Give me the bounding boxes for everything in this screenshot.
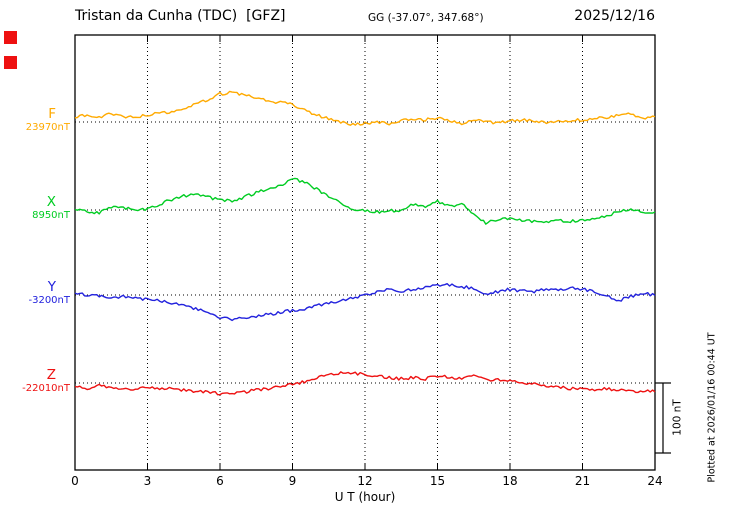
trace-X-baseline-value: 8950nT [32,210,70,221]
trace-label-X: X 8950nT [8,194,70,222]
x-tick-label: 15 [429,474,446,488]
trace-Y [74,283,656,322]
x-tick-label: 21 [574,474,591,488]
trace-Z-baseline-value: -22010nT [22,383,70,394]
geographic-coordinates-label: GG (-37.07°, 347.68°) [368,12,484,24]
x-tick-label: 3 [143,474,152,488]
plotted-at-label: Plotted at 2026/01/16 00:44 UT [706,332,718,483]
x-tick-label: 6 [216,474,224,488]
trace-Y-letter: Y [47,279,56,295]
trace-F-letter: F [48,106,56,122]
trace-F-baseline-value: 23970nT [25,122,70,133]
plot-frame [74,34,656,471]
x-axis-tick-labels: 0 3 6 9 12 15 18 21 24 [0,474,730,489]
trace-Y-baseline-value: -3200nT [28,295,70,306]
date-label: 2025/12/16 [574,8,655,24]
x-tick-label: 18 [502,474,518,488]
status-marker-square-1 [4,31,17,44]
trace-F [74,90,656,126]
status-marker-square-2 [4,56,17,69]
x-tick-label: 12 [357,474,373,488]
x-tick-label: 24 [647,474,663,488]
trace-Z-letter: Z [46,367,56,383]
station-title: Tristan da Cunha (TDC) [GFZ] [75,8,286,24]
trace-Z [74,371,656,396]
x-axis-title: U T (hour) [334,490,396,504]
scale-bar-label: 100 nT [671,399,684,436]
trace-label-Y: Y -3200nT [8,279,70,307]
x-tick-label: 0 [71,474,79,488]
x-tick-label: 9 [288,474,297,488]
trace-X-letter: X [46,194,56,210]
trace-X [74,177,656,225]
trace-label-F: F 23970nT [8,106,70,134]
trace-label-Z: Z -22010nT [8,367,70,395]
